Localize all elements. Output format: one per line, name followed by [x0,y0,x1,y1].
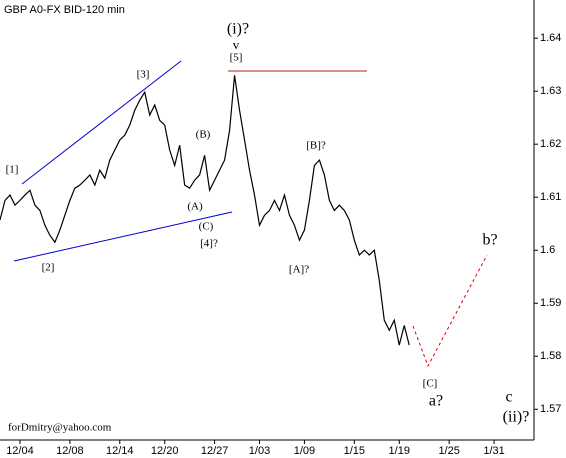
wave-label: [3] [137,69,150,81]
y-tick-label: 1.6 [540,244,555,256]
y-tick-label: 1.62 [540,138,561,150]
x-tick-label: 1/25 [438,445,459,457]
x-tick-label: 12/27 [201,445,229,457]
wave-label: (B) [196,129,211,141]
x-tick-label: 12/08 [56,445,84,457]
y-tick-label: 1.63 [540,85,561,97]
x-tick-label: 12/20 [151,445,179,457]
x-tick-label: 1/09 [294,445,315,457]
wave-label: (C) [199,221,214,233]
x-tick-label: 12/04 [6,445,34,457]
trend-line [13,211,233,262]
wave-label: (ii)? [503,409,530,426]
wave-label: c [505,389,512,406]
wave-label: a? [429,393,443,410]
wave-label: (i)? [227,21,249,38]
x-tick-label: 1/15 [344,445,365,457]
y-tick-label: 1.64 [540,32,561,44]
projection [412,254,488,368]
x-tick-label: 12/14 [106,445,134,457]
y-tick-label: 1.61 [540,191,561,203]
wave-label: [4]? [200,238,218,250]
wave-label: [C] [423,378,438,390]
wave-label: b? [482,232,497,249]
wave-label: [5] [230,52,243,64]
chart-title: GBP A0-FX BID-120 min [4,4,125,16]
wave-label: [A]? [289,264,309,276]
x-tick-label: 1/19 [389,445,410,457]
wave-label: [1] [6,164,19,176]
wave-label: [2] [42,262,55,274]
y-tick-label: 1.57 [540,403,561,415]
wave-label: v [233,37,240,52]
x-tick-label: 1/03 [249,445,270,457]
y-tick-label: 1.58 [540,350,561,362]
wave-label: (A) [187,201,203,213]
wave-label: [B]? [306,140,326,152]
footer: forDmitry@yahoo.com [8,422,112,434]
y-tick-label: 1.59 [540,297,561,309]
x-tick-label: 1/31 [483,445,504,457]
trend-line [21,60,182,185]
price-line [0,75,410,346]
